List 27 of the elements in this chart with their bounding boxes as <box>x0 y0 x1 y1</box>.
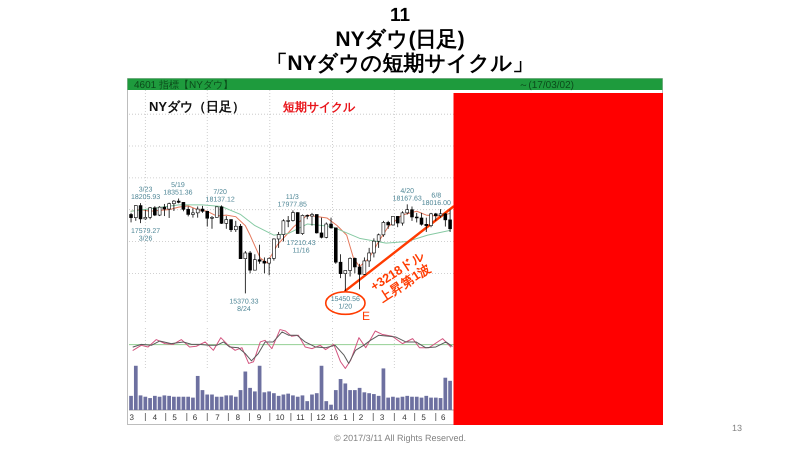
x-tick-label: 2 <box>358 413 364 422</box>
x-tick-label: 5 <box>421 413 426 422</box>
x-tick-label: 1 <box>343 413 348 422</box>
x-tick-label: 7 <box>215 413 220 422</box>
x-tick-label: 3 <box>129 413 134 422</box>
annotation: 短期サイクル <box>282 100 356 114</box>
x-tick-label: 8 <box>236 413 241 422</box>
x-tick-label: 3 <box>380 413 385 422</box>
x-tick-label: 6 <box>192 413 198 422</box>
x-tick-label: 6 <box>441 413 446 422</box>
annotation: E <box>362 309 370 323</box>
text: 11 <box>390 5 410 26</box>
chart-subtitle: 「NYダウの短期サイクル」 <box>266 52 534 75</box>
x-tick-label: 10 <box>276 413 286 422</box>
x-tick-label: 9 <box>256 413 262 422</box>
x-tick-label: 12 <box>316 413 326 422</box>
text: © 2017/3/11 All Rights Reserved. <box>334 433 466 443</box>
annotation: ～(17/03/02) <box>518 80 574 91</box>
chart-title: NYダウ(日足) <box>335 28 465 51</box>
x-tick-label: 4 <box>402 413 408 422</box>
annotation: 4601 指標【NYダウ】 <box>134 79 233 91</box>
text: 13 <box>732 423 742 433</box>
x-tick-label: 5 <box>172 413 178 422</box>
annotation: NYダウ（日足） <box>149 99 246 114</box>
x-tick-label: 16 <box>329 413 339 422</box>
x-tick-label: 11 <box>296 413 306 422</box>
x-tick-label: 4 <box>152 413 158 422</box>
